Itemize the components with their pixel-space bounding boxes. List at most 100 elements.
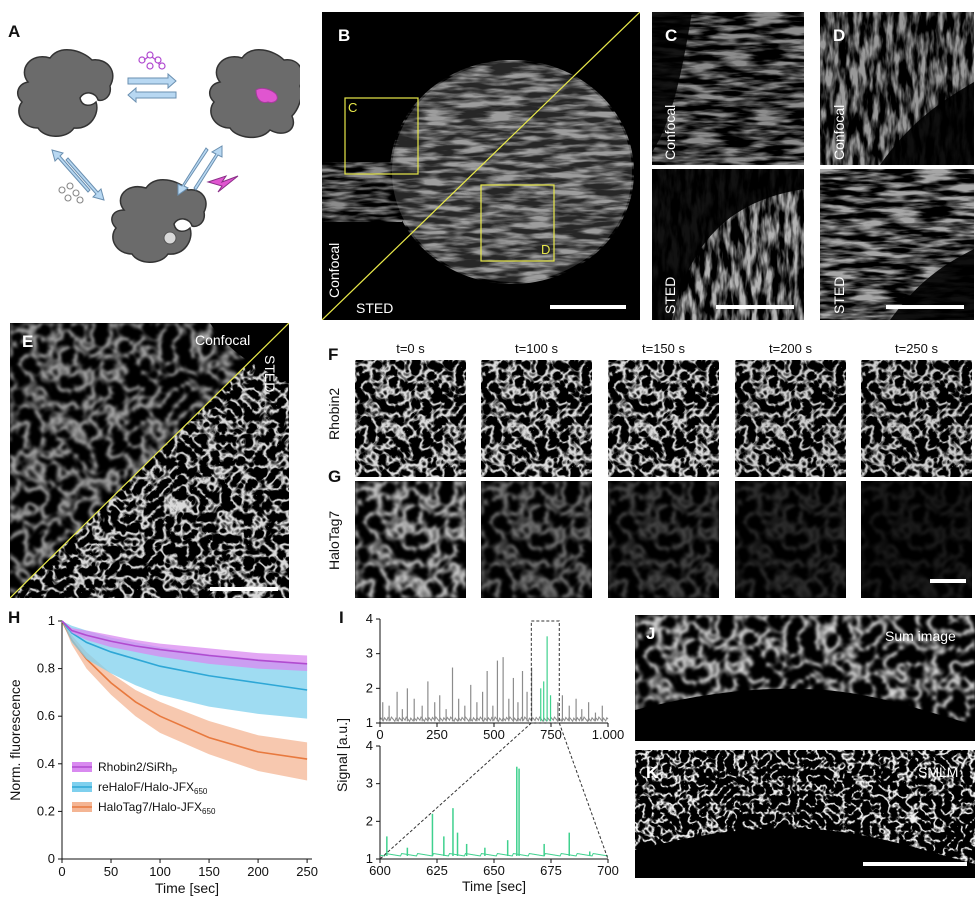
x-tick-label: 0	[58, 864, 65, 879]
y-tick-label: 3	[366, 776, 373, 791]
panel-c-scale-bar	[716, 305, 794, 309]
panel-e-confocal-label: Confocal	[195, 332, 251, 348]
panel-f-label: F	[328, 345, 339, 364]
x-tick-label: 200	[247, 864, 269, 879]
rhobin2-timepoint-image	[481, 360, 592, 477]
signal-baseline	[379, 716, 609, 723]
timepoint-label: t=100 s	[514, 341, 558, 356]
y-tick-label: 2	[366, 813, 373, 828]
smlm-caption: SMLM	[918, 764, 959, 780]
panel-d-confocal-image	[820, 12, 974, 165]
panel-c-sted-image	[652, 169, 804, 320]
panel-b-scale-bar	[550, 305, 626, 309]
panel-e-scale-bar	[210, 587, 278, 591]
single-molecule-signal-chart: 0 250 500 750 1.000 1 2 3 4 600 625 650 675 700 1 2 3 4 Ti…	[334, 611, 625, 894]
y-tick-label: 0	[48, 851, 55, 866]
y-tick-label: 2	[366, 680, 373, 695]
rhobin2-timepoint-image	[861, 360, 972, 477]
fluorophore-ligand-icon	[138, 51, 166, 70]
halotag7-timepoint-image	[355, 481, 466, 598]
exchange-arrows-left	[51, 149, 105, 201]
panel-d-sted-image	[820, 169, 974, 320]
er-confocal-sted-image	[10, 323, 289, 598]
panel-d-label: D	[833, 26, 846, 45]
y-tick-label: 4	[366, 738, 373, 753]
series-line	[61, 620, 308, 691]
x-tick-label: 625	[426, 863, 448, 878]
panel-d-sted-label: STED	[831, 276, 847, 314]
panel-k-label: K	[646, 763, 659, 782]
panel-a-label: A	[8, 22, 21, 41]
panel-b-label: B	[338, 26, 351, 45]
protein-unbound	[17, 49, 114, 137]
x-tick-label: 100	[149, 864, 171, 879]
legend-entry: reHaloF/Halo-JFX650	[98, 780, 208, 796]
zoom-connector	[558, 722, 609, 860]
timepoint-label: t=0 s	[396, 341, 425, 356]
panel-b-confocal-label: Confocal	[326, 242, 342, 298]
panel-j-label: J	[646, 624, 656, 643]
y-tick-label: 0.6	[37, 708, 55, 723]
panel-k-scale-bar	[863, 862, 967, 866]
panel-c-confocal-label: Confocal	[662, 104, 678, 160]
y-tick-label: 4	[366, 611, 373, 626]
halotag7-row-label: HaloTag7	[326, 510, 342, 570]
x-tick-label: 250	[296, 864, 318, 879]
panel-e-label: E	[22, 332, 34, 351]
x-tick-label: 600	[369, 863, 391, 878]
panel-h-label: H	[8, 608, 21, 627]
roi-c-label: C	[348, 100, 358, 115]
halotag7-timepoint-image	[481, 481, 592, 598]
panel-b-sted-label: STED	[356, 300, 394, 316]
x-axis-label: Time [sec]	[462, 878, 526, 894]
x-tick-label: 250	[426, 727, 448, 742]
x-tick-label: 500	[483, 727, 505, 742]
halotag7-timepoint-image	[861, 481, 972, 598]
x-tick-label: 750	[540, 727, 562, 742]
rhobin2-row-label: Rhobin2	[326, 387, 342, 440]
rhobin2-timepoint-image	[608, 360, 719, 477]
x-tick-label: 700	[597, 863, 619, 878]
confidence-band	[62, 621, 308, 781]
x-tick-label: 0	[376, 727, 383, 742]
y-axis-label: Norm. fluorescence	[7, 679, 23, 801]
y-tick-label: 0.8	[37, 661, 55, 676]
legend-entry: HaloTag7/Halo-JFX650	[98, 800, 216, 816]
light-bolt-icon	[206, 175, 239, 193]
y-axis-label: Signal [a.u.]	[334, 718, 350, 792]
zoom-connector	[379, 722, 532, 860]
y-tick-label: 1	[366, 715, 373, 730]
legend-entry: Rhobin2/SiRhP	[98, 760, 177, 776]
timepoint-label: t=150 s	[641, 341, 685, 356]
x-tick-label: 675	[540, 863, 562, 878]
sted-overview-image	[322, 12, 640, 320]
halotag7-timepoint-image	[735, 481, 846, 598]
panel-i-label: I	[339, 608, 344, 627]
x-axis-label: Time [sec]	[155, 880, 219, 896]
y-tick-label: 1	[366, 851, 373, 866]
series-line	[61, 620, 308, 665]
x-tick-label: 50	[104, 864, 118, 879]
sum-image-caption: Sum image	[885, 628, 956, 644]
photobleaching-chart: 0 50 100 150 200 250 0 0.2 0.4 0.6 0.8 1 Time [sec] N…	[7, 613, 318, 896]
timepoint-label: t=250 s	[894, 341, 938, 356]
rhobin2-timepoint-image	[735, 360, 846, 477]
cell-actin-render	[322, 12, 640, 320]
y-tick-label: 3	[366, 646, 373, 661]
exchange-arrows-right	[177, 145, 223, 196]
x-tick-label: 150	[198, 864, 220, 879]
y-tick-label: 1	[48, 613, 55, 628]
panel-e-sted-label: STED	[262, 355, 278, 393]
zoom-region	[530, 620, 560, 724]
x-tick-label: 1.000	[592, 727, 625, 742]
panel-c-confocal-image	[652, 12, 804, 165]
x-tick-label: 650	[483, 863, 505, 878]
zoomed-baseline	[379, 852, 609, 857]
y-tick-label: 0.2	[37, 803, 55, 818]
panel-d-confocal-label: Confocal	[831, 104, 847, 160]
rhobin2-timepoint-image	[355, 360, 466, 477]
panel-g-scale-bar	[930, 579, 966, 583]
bleached-fluorophore-icon	[58, 182, 84, 204]
labeling-scheme-diagram	[17, 49, 300, 263]
panel-c-sted-label: STED	[662, 276, 678, 314]
